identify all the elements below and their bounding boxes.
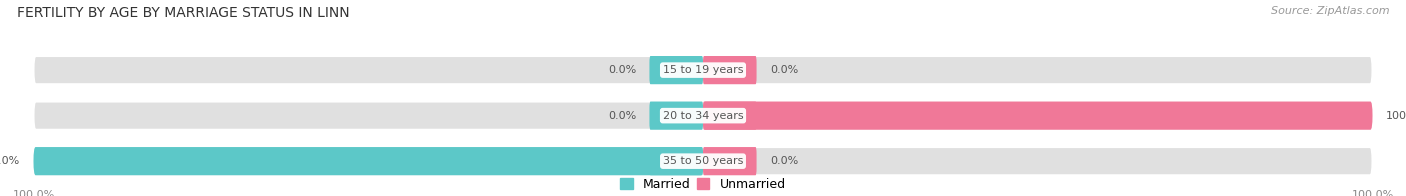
FancyBboxPatch shape — [703, 56, 756, 84]
Text: FERTILITY BY AGE BY MARRIAGE STATUS IN LINN: FERTILITY BY AGE BY MARRIAGE STATUS IN L… — [17, 6, 350, 20]
FancyBboxPatch shape — [34, 147, 1372, 175]
FancyBboxPatch shape — [650, 56, 703, 84]
FancyBboxPatch shape — [703, 102, 756, 130]
FancyBboxPatch shape — [703, 102, 1372, 130]
FancyBboxPatch shape — [703, 147, 756, 175]
Text: 0.0%: 0.0% — [607, 65, 636, 75]
Text: Source: ZipAtlas.com: Source: ZipAtlas.com — [1271, 6, 1389, 16]
FancyBboxPatch shape — [34, 147, 703, 175]
Text: 100.0%: 100.0% — [1386, 111, 1406, 121]
FancyBboxPatch shape — [34, 102, 1372, 130]
Text: 0.0%: 0.0% — [770, 156, 799, 166]
FancyBboxPatch shape — [650, 102, 703, 130]
Text: 0.0%: 0.0% — [770, 65, 799, 75]
Text: 15 to 19 years: 15 to 19 years — [662, 65, 744, 75]
Text: 100.0%: 100.0% — [0, 156, 20, 166]
Text: 20 to 34 years: 20 to 34 years — [662, 111, 744, 121]
Text: 0.0%: 0.0% — [607, 111, 636, 121]
FancyBboxPatch shape — [650, 147, 703, 175]
FancyBboxPatch shape — [34, 56, 1372, 84]
Legend: Married, Unmarried: Married, Unmarried — [616, 173, 790, 196]
Text: 35 to 50 years: 35 to 50 years — [662, 156, 744, 166]
